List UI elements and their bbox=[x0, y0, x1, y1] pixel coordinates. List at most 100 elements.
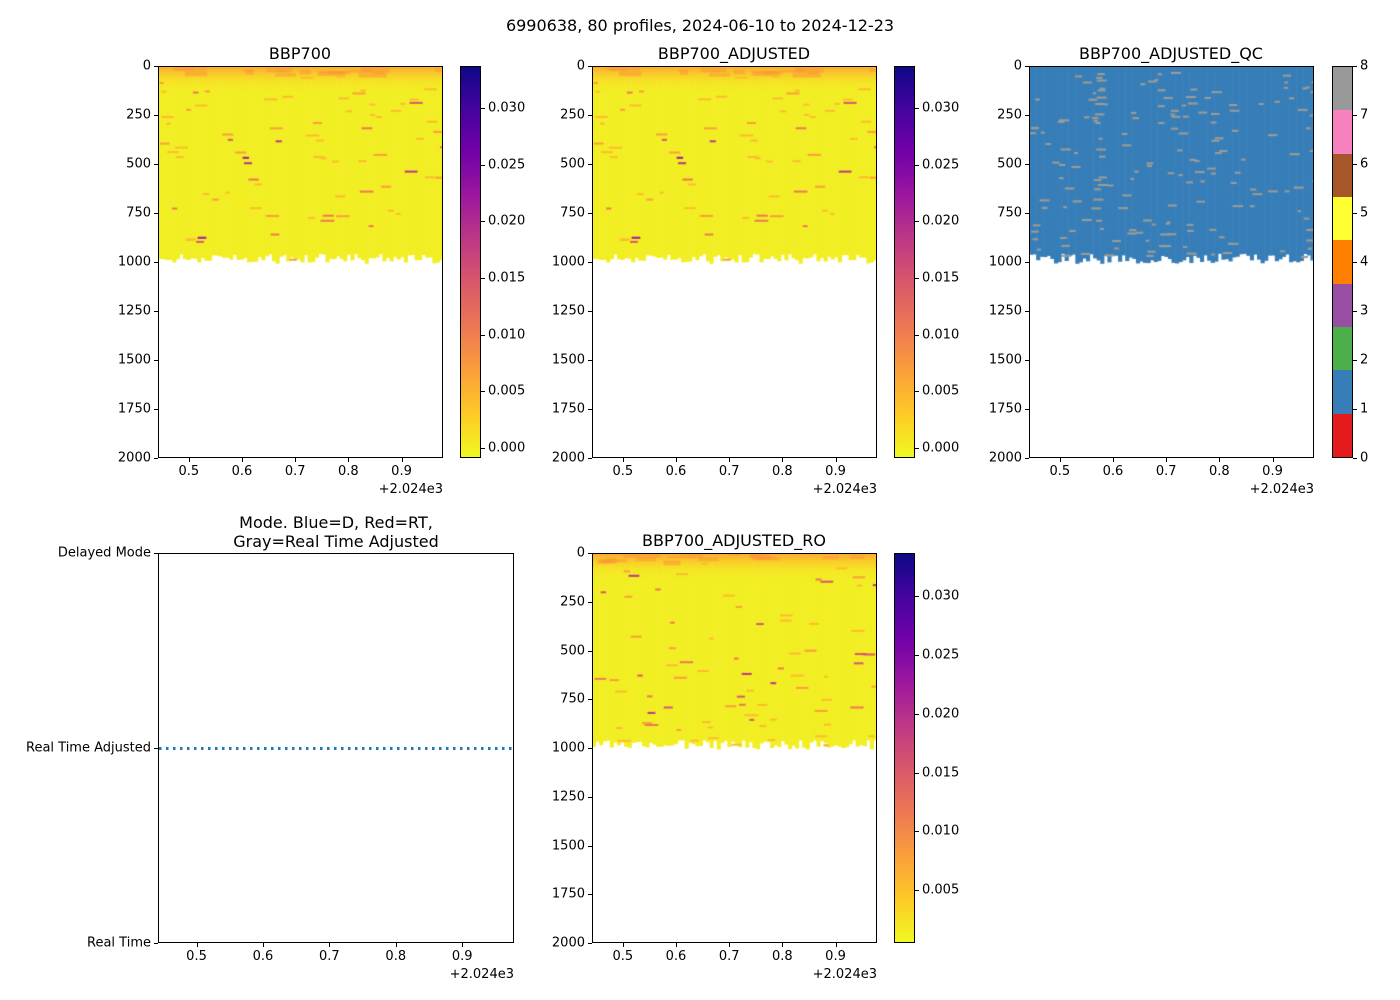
x-tick-mark bbox=[1219, 458, 1221, 462]
y-tick-mark bbox=[588, 699, 592, 701]
y-tick-label: 500 bbox=[560, 156, 585, 172]
y-tick-mark bbox=[1025, 360, 1029, 361]
y-tick-label: Real Time bbox=[87, 935, 151, 951]
y-tick-label: 1500 bbox=[551, 352, 585, 368]
colorbar-tick-label: 3 bbox=[1360, 303, 1369, 319]
heatmap-bbp700 bbox=[158, 66, 443, 458]
colorbar-tick-mark bbox=[481, 447, 485, 449]
colorbar-segment bbox=[1333, 196, 1352, 241]
colorbar-segment bbox=[1333, 110, 1352, 154]
colorbar-segment bbox=[1333, 283, 1352, 327]
y-tick-mark bbox=[588, 845, 592, 847]
x-tick-label: 0.7 bbox=[1155, 464, 1177, 479]
panel-title-bbp700: BBP700 bbox=[268, 44, 332, 63]
x-tick-label: 0.7 bbox=[319, 949, 340, 964]
colorbar-tick-mark bbox=[915, 655, 919, 657]
y-tick-label: 1500 bbox=[988, 352, 1022, 368]
y-tick-mark bbox=[1025, 311, 1029, 312]
x-axis-offset-label: +2.024e3 bbox=[812, 967, 877, 982]
y-tick-label: 250 bbox=[126, 107, 151, 123]
y-tick-mark bbox=[588, 311, 592, 312]
y-tick-label: 1000 bbox=[988, 254, 1022, 270]
x-tick-mark bbox=[835, 943, 837, 947]
x-tick-label: 0.7 bbox=[284, 464, 306, 479]
panel-title-mode: Mode. Blue=D, Red=RT, Gray=Real Time Adj… bbox=[233, 513, 439, 551]
colorbar-tick-label: 1 bbox=[1360, 401, 1369, 417]
y-tick-mark bbox=[154, 311, 158, 312]
colorbar-tick-label: 0.030 bbox=[922, 100, 960, 116]
colorbar-tick-mark bbox=[915, 596, 919, 598]
colorbar-tick-label: 8 bbox=[1360, 58, 1369, 74]
y-tick-mark bbox=[588, 553, 592, 554]
colorbar-tick-mark bbox=[915, 221, 919, 223]
x-tick-label: 0.7 bbox=[718, 949, 740, 964]
colorbar-tick-mark bbox=[1353, 262, 1357, 263]
colorbar-tick-mark bbox=[915, 713, 919, 715]
x-tick-label: 0.9 bbox=[825, 949, 846, 964]
y-tick-mark bbox=[154, 748, 158, 749]
y-tick-label: 1250 bbox=[988, 303, 1022, 319]
y-tick-mark bbox=[154, 66, 158, 67]
colorbar-tick-mark bbox=[481, 164, 485, 166]
y-tick-mark bbox=[154, 943, 158, 944]
colorbar-tick-mark bbox=[1353, 164, 1357, 165]
y-tick-label: 2000 bbox=[988, 450, 1022, 466]
x-tick-mark bbox=[676, 943, 677, 947]
x-tick-mark bbox=[196, 943, 198, 947]
x-axis-offset-label: +2.024e3 bbox=[1249, 482, 1314, 497]
y-tick-label: Real Time Adjusted bbox=[26, 740, 151, 756]
colorbar-tick-mark bbox=[481, 334, 485, 336]
y-tick-mark bbox=[588, 213, 592, 214]
colorbar-tick-label: 0.020 bbox=[488, 213, 526, 229]
colorbar-tick-label: 5 bbox=[1360, 205, 1369, 221]
x-tick-mark bbox=[676, 458, 677, 462]
y-tick-label: 1000 bbox=[117, 254, 151, 270]
colorbar-tick-mark bbox=[481, 277, 485, 279]
y-tick-mark bbox=[154, 262, 158, 263]
y-tick-label: 0 bbox=[1013, 58, 1022, 74]
x-tick-label: 0.6 bbox=[665, 949, 687, 964]
x-tick-mark bbox=[1272, 458, 1274, 462]
y-tick-mark bbox=[588, 164, 592, 165]
x-tick-mark bbox=[395, 943, 397, 947]
colorbar-tick-label: 0.015 bbox=[488, 270, 526, 286]
x-tick-label: 0.6 bbox=[1102, 464, 1124, 479]
colorbar-tick-label: 0.025 bbox=[488, 157, 526, 173]
y-tick-mark bbox=[1025, 262, 1029, 263]
y-tick-label: 1750 bbox=[551, 886, 585, 902]
colorbar-tick-mark bbox=[481, 391, 485, 393]
y-tick-label: 250 bbox=[997, 107, 1022, 123]
colorbar-tick-label: 0.025 bbox=[922, 647, 960, 663]
x-tick-mark bbox=[401, 458, 403, 462]
figure-title: 6990638, 80 profiles, 2024-06-10 to 2024… bbox=[505, 16, 895, 35]
y-tick-label: 750 bbox=[997, 205, 1022, 221]
y-tick-label: Delayed Mode bbox=[57, 545, 151, 561]
colorbar-tick-mark bbox=[481, 221, 485, 223]
y-tick-mark bbox=[588, 115, 592, 116]
x-tick-label: 0.9 bbox=[825, 464, 846, 479]
colorbar-tick-label: 0.015 bbox=[922, 270, 960, 286]
colorbar-tick-label: 0.005 bbox=[488, 383, 526, 399]
colorbar-tick-mark bbox=[915, 107, 919, 109]
x-tick-label: 0.8 bbox=[338, 464, 359, 479]
x-tick-mark bbox=[1166, 458, 1168, 462]
colorbar-tick-mark bbox=[915, 391, 919, 393]
x-tick-mark bbox=[462, 943, 464, 947]
y-tick-label: 1750 bbox=[551, 401, 585, 417]
colorbar-tick-mark bbox=[915, 447, 919, 449]
y-tick-mark bbox=[588, 262, 592, 263]
colorbar-tick-mark bbox=[915, 334, 919, 336]
y-tick-label: 500 bbox=[560, 643, 585, 658]
y-tick-label: 750 bbox=[560, 205, 585, 221]
heatmap-bbp700_adjusted_ro bbox=[592, 553, 877, 943]
colorbar-tick-mark bbox=[1353, 115, 1357, 116]
heatmap-bbp700_adjusted_qc bbox=[1029, 66, 1314, 458]
axes-bbp700_adjusted bbox=[592, 66, 877, 458]
x-axis-offset-label: +2.024e3 bbox=[812, 482, 877, 497]
x-tick-label: 0.5 bbox=[1049, 464, 1071, 479]
y-tick-label: 0 bbox=[576, 545, 585, 561]
x-axis-offset-label: +2.024e3 bbox=[378, 482, 443, 497]
y-tick-label: 1500 bbox=[551, 838, 585, 853]
colorbar-segment bbox=[1333, 326, 1352, 371]
